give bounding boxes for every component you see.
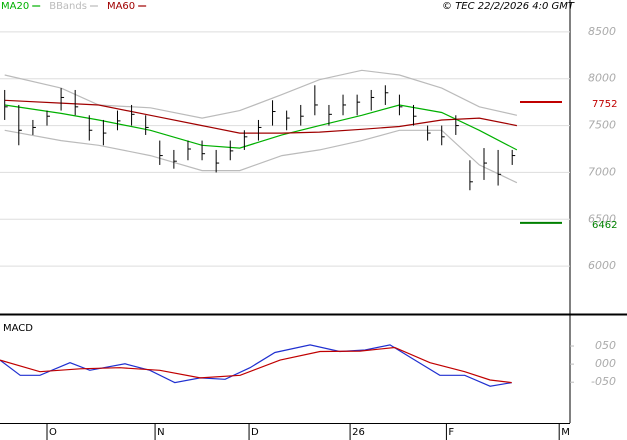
x-tick-label: 26 xyxy=(352,427,365,438)
y-tick-label: 8000 xyxy=(588,72,616,85)
x-tick-label: N xyxy=(157,427,164,438)
y-tick-label: 7000 xyxy=(588,165,616,178)
y-tick-label: -050 xyxy=(591,375,616,388)
x-tick-label: O xyxy=(49,427,57,438)
level-label: 7752 xyxy=(592,99,617,110)
y-tick-label: 000 xyxy=(595,357,616,370)
copyright: © TEC 22/2/2026 4:0 GMT xyxy=(442,1,575,12)
x-tick-label: M xyxy=(561,427,570,438)
y-tick-label: 050 xyxy=(595,339,616,352)
legend-label: MA20 xyxy=(1,1,29,12)
x-tick-label: D xyxy=(251,427,259,438)
level-label: 6462 xyxy=(592,220,617,231)
series-line xyxy=(0,344,512,387)
y-tick-label: 8500 xyxy=(588,25,616,38)
series-line xyxy=(4,104,518,151)
legend-label: MA60 xyxy=(107,1,135,12)
legend-label: BBands xyxy=(49,1,87,12)
y-tick-label: 6500 xyxy=(588,212,616,225)
series-line xyxy=(0,346,512,384)
y-tick-label: 7500 xyxy=(588,119,616,132)
series-line xyxy=(4,99,518,134)
y-tick-label: 6000 xyxy=(588,259,616,272)
x-tick-label: F xyxy=(448,427,454,438)
panel-title: MACD xyxy=(3,323,33,334)
